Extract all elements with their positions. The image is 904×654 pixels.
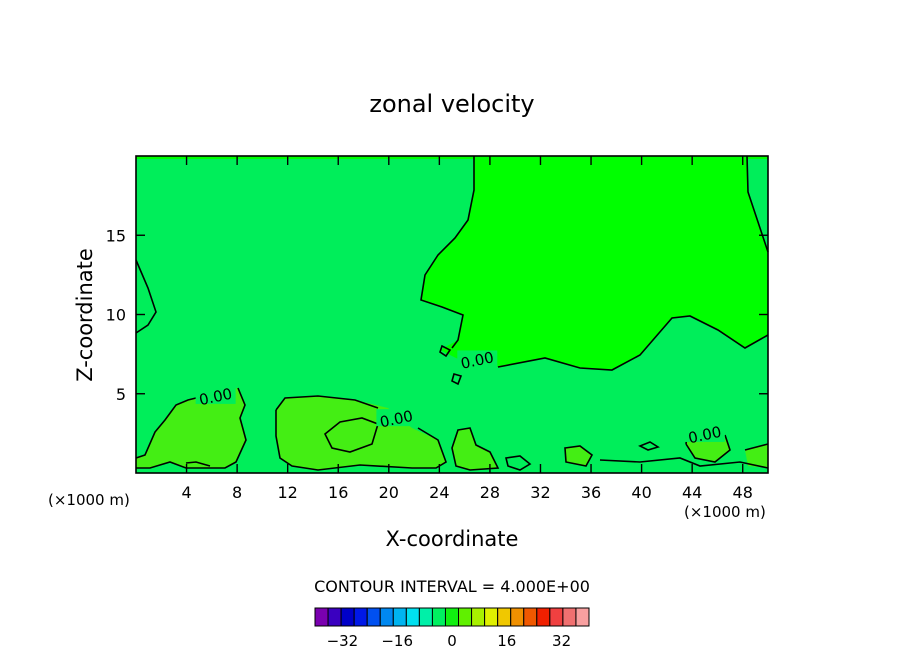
x-tick-label: 12: [278, 483, 298, 502]
plot-area: 0.000.000.000.00 4 8 12 16 20 24 28 32 36 40 44 48 …: [106, 155, 769, 502]
colorbar-swatch: [366, 607, 381, 627]
contour-fill-negative: [136, 159, 768, 473]
contour-line: [185, 461, 211, 467]
x-tick-label: 36: [581, 483, 601, 502]
colorbar-swatch: [575, 607, 590, 627]
x-tick-labels: 4 8 12 16 20 24 28 32 36 40 44 48: [181, 483, 752, 502]
colorbar-swatch: [523, 607, 538, 627]
y-axis-ticks: [136, 234, 768, 395]
contour-label-bg: [195, 386, 236, 404]
contour-fill-positive: [325, 418, 378, 452]
contour-line: [451, 373, 463, 386]
x-unit-right: (×1000 m): [684, 503, 766, 521]
colorbar-swatch: [562, 607, 577, 627]
contour-line: [420, 156, 475, 349]
contour-line: [744, 443, 769, 451]
colorbar-swatch: [458, 607, 473, 627]
contour-fill-positive: [745, 444, 768, 468]
contour-line: [135, 259, 157, 334]
colorbar-swatch: [536, 607, 551, 627]
colorbar-swatch: [314, 607, 329, 627]
x-tick-label: 40: [631, 483, 651, 502]
contour-line: [451, 427, 500, 471]
colorbar-swatch: [444, 607, 460, 627]
contour-line: [135, 397, 197, 459]
contour-fill-positive: [136, 388, 246, 468]
colorbar-swatch: [471, 607, 486, 627]
x-tick-label: 24: [429, 483, 449, 502]
y-tick-labels: 5 10 15: [106, 226, 126, 404]
x-tick-label: 48: [733, 483, 753, 502]
colorbar-swatch: [549, 607, 564, 627]
contour-line: [439, 344, 452, 358]
colorbar-swatch: [353, 607, 368, 627]
contour-line: [505, 455, 532, 471]
x-tick-label: 20: [379, 483, 399, 502]
colorbar-swatch: [497, 607, 512, 627]
contour-label-bg: [376, 409, 417, 427]
contour-line: [685, 434, 731, 463]
contour-line: [599, 457, 769, 469]
colorbar: [314, 607, 590, 627]
colorbar-swatch: [392, 607, 407, 627]
contour-line: [564, 445, 594, 467]
colorbar-tick-label: 16: [497, 632, 516, 650]
contour-lines: [135, 155, 769, 471]
contour-line: [638, 441, 660, 451]
x-tick-label: 8: [232, 483, 242, 502]
y-tick-label: 5: [116, 385, 126, 404]
colorbar-swatch: [379, 607, 394, 627]
colorbar-tick-labels: −32 −16 0 16 32: [327, 632, 572, 650]
x-tick-label: 44: [682, 483, 702, 502]
x-axis-ticks: [185, 156, 744, 473]
colorbar-swatch: [340, 607, 355, 627]
contour-line: [746, 155, 769, 253]
x-unit-left: (×1000 m): [48, 491, 130, 509]
colorbar-tick-label: −16: [381, 632, 413, 650]
colorbar-tick-label: 32: [552, 632, 571, 650]
contour-fill-positive: [565, 446, 592, 466]
x-tick-label: 4: [181, 483, 191, 502]
contour-line: [275, 410, 447, 471]
x-tick-label: 28: [480, 483, 500, 502]
contour-fill-positive-group: [136, 388, 768, 470]
x-tick-label: 16: [328, 483, 348, 502]
contour-fill-positive: [452, 428, 498, 470]
x-tick-label: 32: [530, 483, 550, 502]
contour-interval-label: CONTOUR INTERVAL = 4.000E+00: [314, 577, 590, 596]
y-tick-label: 15: [106, 226, 126, 245]
colorbar-swatch: [510, 607, 525, 627]
y-axis-label: Z-coordinate: [73, 248, 97, 382]
chart-title: zonal velocity: [369, 90, 534, 118]
contour-line: [275, 395, 379, 411]
colorbar-swatch: [327, 607, 342, 627]
colorbar-tick-label: −32: [327, 632, 359, 650]
colorbar-tick-label: 0: [447, 632, 457, 650]
colorbar-swatch: [418, 607, 433, 627]
contour-label-bg: [457, 350, 498, 368]
contour-line: [323, 417, 379, 453]
y-tick-label: 10: [106, 306, 126, 325]
colorbar-swatch: [484, 607, 499, 627]
colorbar-swatch: [405, 607, 420, 627]
contour-label-bg: [684, 424, 725, 442]
contour-line: [136, 387, 247, 469]
x-axis-label: X-coordinate: [386, 527, 519, 551]
colorbar-swatch: [431, 607, 446, 627]
contour-line: [497, 315, 769, 371]
